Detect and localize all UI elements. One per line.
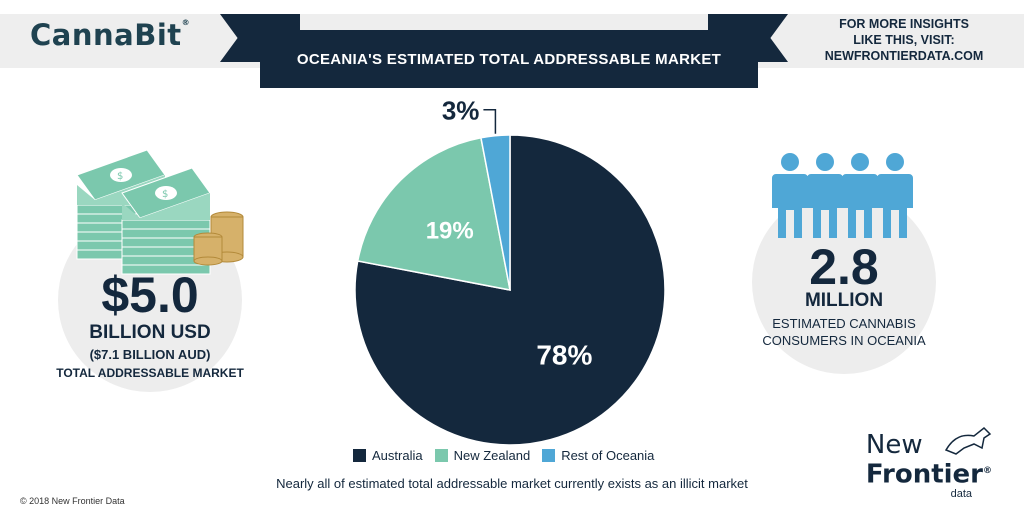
- slice-leader-line: [483, 108, 497, 134]
- legend-swatch: [434, 449, 448, 462]
- svg-text:$: $: [117, 171, 123, 182]
- insights-line-1: FOR MORE INSIGHTS: [839, 17, 969, 31]
- legend-swatch: [353, 449, 366, 462]
- logo-line-2: Frontier: [865, 459, 983, 490]
- chart-legend: Australia New Zealand Rest of Oceania: [353, 448, 654, 463]
- legend-item-rest-of-oceania: Rest of Oceania: [542, 448, 654, 463]
- brand-name: CannaBit: [30, 18, 182, 52]
- insights-callout: FOR MORE INSIGHTS LIKE THIS, VISIT: NEWF…: [804, 16, 1004, 64]
- chart-title: OCEANIA'S ESTIMATED TOTAL ADDRESSABLE MA…: [296, 50, 722, 68]
- slice-label: 3%: [442, 96, 480, 126]
- legend-label: Australia: [372, 448, 423, 463]
- slice-label: 78%: [536, 340, 592, 371]
- money-stack-icon: $ $: [76, 149, 244, 275]
- right-stat-unit: MILLION: [804, 290, 884, 311]
- people-icon: [772, 153, 913, 238]
- copyright: © 2018 New Frontier Data: [20, 496, 125, 506]
- new-frontier-logo: New Frontier® data: [865, 426, 992, 500]
- cannabit-logo: CannaBit®: [30, 18, 190, 52]
- insights-line-3: NEWFRONTIERDATA.COM: [824, 49, 984, 63]
- right-stat-desc-1: ESTIMATED CANNABIS: [772, 316, 916, 331]
- slice-australia: [354, 134, 666, 445]
- logo-line-2-wrap: Frontier®: [866, 458, 992, 488]
- left-stat-sub: ($7.1 BILLION AUD): [89, 347, 211, 362]
- legend-item-new-zealand: New Zealand: [434, 448, 531, 463]
- legend-swatch: [542, 449, 556, 462]
- left-stat-desc: TOTAL ADDRESSABLE MARKET: [56, 366, 244, 380]
- legend-item-australia: Australia: [353, 448, 423, 463]
- logo-mark: ®: [983, 466, 992, 476]
- left-stat-unit: BILLION USD: [89, 322, 211, 343]
- pie-chart: 78% 19% 3%: [354, 96, 666, 445]
- insights-line-2: LIKE THIS, VISIT:: [853, 33, 955, 47]
- logo-line-1: New: [865, 430, 923, 460]
- right-stat-desc-2: CONSUMERS IN OCEANIA: [762, 333, 926, 348]
- slice-rest-of-oceania: [480, 134, 511, 291]
- slice-new-zealand: [356, 136, 511, 291]
- logo-line-3: data: [950, 487, 972, 500]
- right-stat-value: 2.8: [809, 239, 879, 295]
- slice-label: 19%: [426, 218, 474, 245]
- title-banner: OCEANIA'S ESTIMATED TOTAL ADDRESSABLE MA…: [260, 30, 758, 88]
- svg-text:$: $: [162, 189, 168, 200]
- brand-mark: ®: [181, 18, 191, 27]
- legend-label: New Zealand: [453, 448, 531, 463]
- footnote: Nearly all of estimated total addressabl…: [276, 476, 748, 491]
- left-stat-value: $5.0: [101, 267, 199, 323]
- legend-label: Rest of Oceania: [561, 448, 655, 463]
- horse-icon: [944, 426, 992, 455]
